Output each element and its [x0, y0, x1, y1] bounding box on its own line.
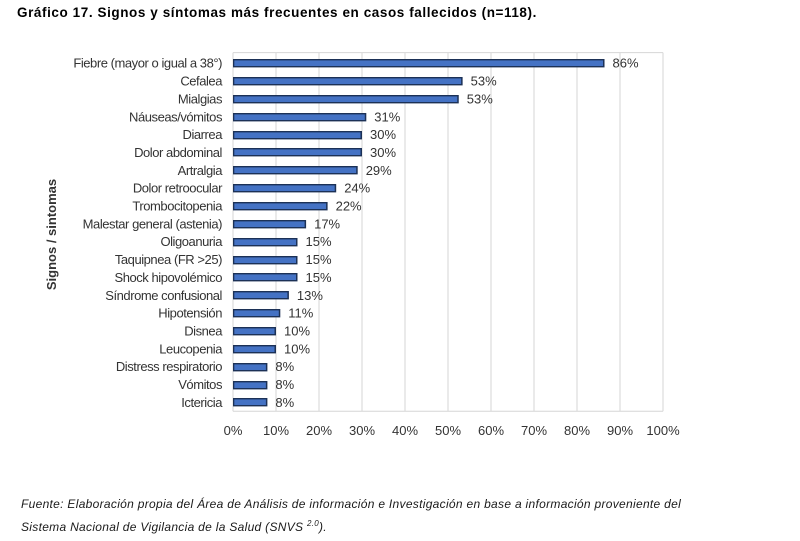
svg-text:20%: 20%: [306, 423, 332, 438]
svg-text:Trombocitopenia: Trombocitopenia: [132, 199, 223, 214]
svg-text:10%: 10%: [284, 323, 310, 338]
svg-text:15%: 15%: [306, 252, 332, 267]
svg-text:Disnea: Disnea: [184, 323, 223, 338]
svg-text:86%: 86%: [613, 56, 639, 71]
svg-text:53%: 53%: [467, 91, 493, 106]
svg-text:Náuseas/vómitos: Náuseas/vómitos: [129, 109, 223, 124]
svg-text:Cefalea: Cefalea: [180, 74, 223, 89]
svg-text:10%: 10%: [284, 341, 310, 356]
svg-text:30%: 30%: [370, 145, 396, 160]
svg-text:Shock hipovolémico: Shock hipovolémico: [114, 270, 222, 285]
svg-text:Dolor abdominal: Dolor abdominal: [134, 145, 222, 160]
svg-text:24%: 24%: [344, 181, 370, 196]
svg-text:Signos / sintomas: Signos / sintomas: [44, 179, 59, 290]
svg-text:100%: 100%: [646, 423, 680, 438]
svg-text:Vómitos: Vómitos: [178, 377, 223, 392]
svg-text:31%: 31%: [374, 109, 400, 124]
svg-text:Oligoanuria: Oligoanuria: [160, 234, 223, 249]
svg-text:13%: 13%: [297, 288, 323, 303]
svg-text:53%: 53%: [471, 74, 497, 89]
svg-text:Malestar general (astenia): Malestar general (astenia): [83, 216, 222, 231]
svg-text:Hipotensión: Hipotensión: [158, 306, 222, 321]
svg-text:11%: 11%: [288, 306, 313, 321]
svg-text:40%: 40%: [392, 423, 418, 438]
svg-text:15%: 15%: [306, 234, 332, 249]
svg-text:Leucopenia: Leucopenia: [159, 341, 223, 356]
svg-text:Mialgias: Mialgias: [178, 91, 223, 106]
svg-text:22%: 22%: [336, 199, 362, 214]
svg-text:60%: 60%: [478, 423, 504, 438]
svg-text:Dolor retroocular: Dolor retroocular: [133, 181, 223, 196]
svg-text:Taquipnea (FR >25): Taquipnea (FR >25): [115, 252, 222, 267]
svg-text:90%: 90%: [607, 423, 633, 438]
svg-text:29%: 29%: [366, 163, 392, 178]
svg-text:17%: 17%: [314, 216, 340, 231]
svg-text:Fiebre (mayor o igual a 38°): Fiebre (mayor o igual a 38°): [73, 56, 222, 71]
svg-text:8%: 8%: [275, 395, 294, 410]
svg-text:Distress respiratorio: Distress respiratorio: [116, 359, 222, 374]
svg-text:15%: 15%: [306, 270, 332, 285]
svg-text:10%: 10%: [263, 423, 289, 438]
svg-text:Artralgia: Artralgia: [178, 163, 224, 178]
svg-text:8%: 8%: [275, 377, 294, 392]
svg-text:70%: 70%: [521, 423, 547, 438]
svg-text:Diarrea: Diarrea: [183, 127, 224, 142]
svg-text:Ictericia: Ictericia: [181, 395, 223, 410]
svg-text:80%: 80%: [564, 423, 590, 438]
svg-text:30%: 30%: [349, 423, 375, 438]
svg-text:Síndrome confusional: Síndrome confusional: [105, 288, 222, 303]
svg-text:50%: 50%: [435, 423, 461, 438]
svg-text:8%: 8%: [275, 359, 294, 374]
svg-text:30%: 30%: [370, 127, 396, 142]
svg-text:0%: 0%: [224, 423, 243, 438]
